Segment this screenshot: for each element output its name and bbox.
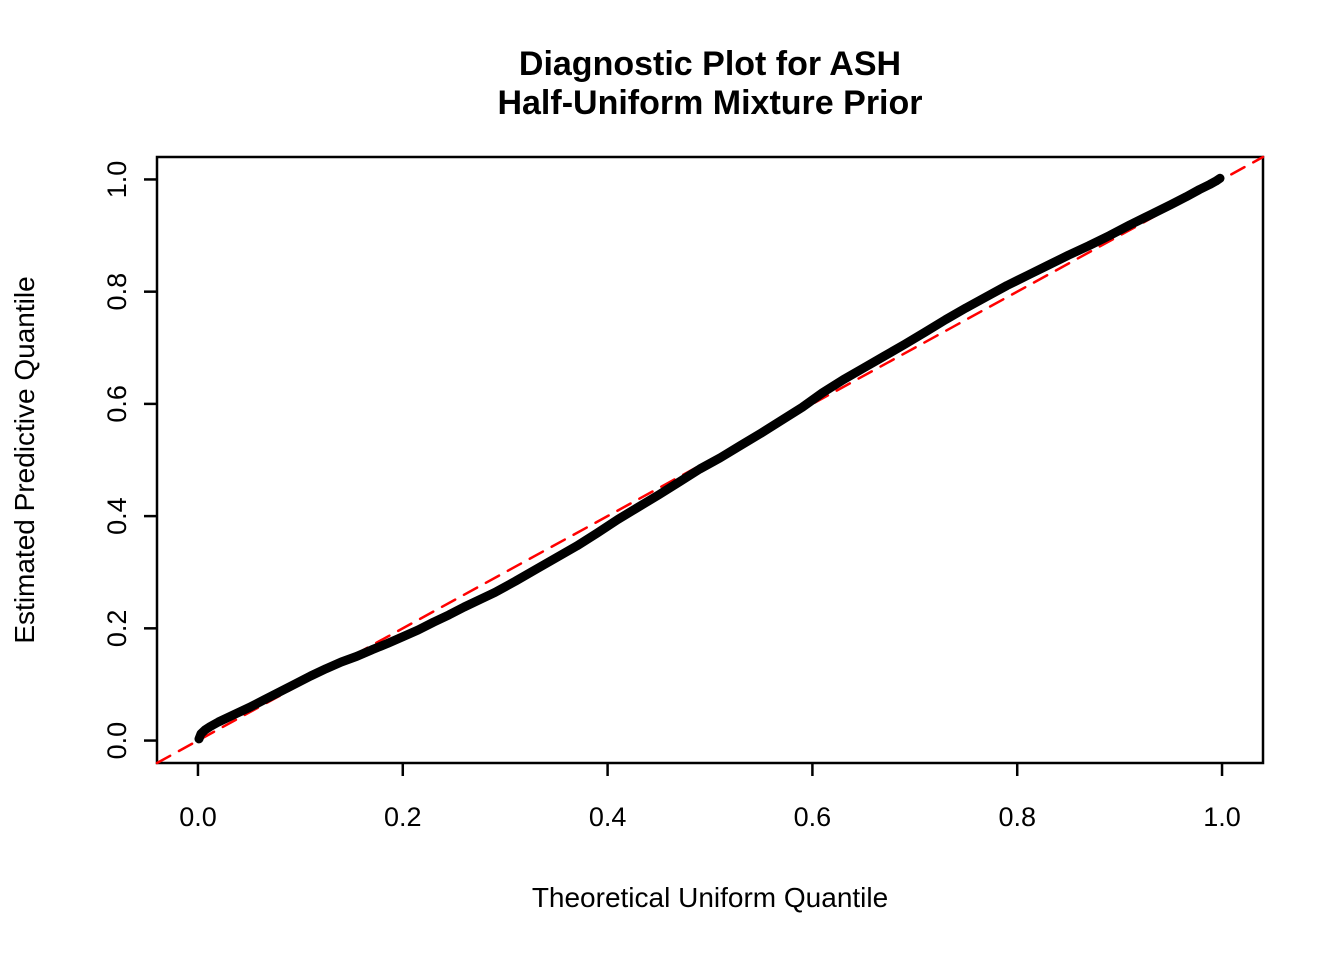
- x-axis-tick-label: 1.0: [1203, 802, 1241, 832]
- series-layer: [155, 155, 1265, 765]
- y-axis-tick-label: 0.4: [102, 497, 132, 535]
- y-axis-tick-label: 1.0: [102, 161, 132, 199]
- estimated-vs-theoretical-quantiles: [194, 173, 1225, 744]
- x-axis-label: Theoretical Uniform Quantile: [532, 882, 888, 913]
- axes-layer: [155, 155, 1265, 765]
- y-axis-tick-label: 0.6: [102, 385, 132, 423]
- x-axis-tick-label: 0.8: [998, 802, 1036, 832]
- x-axis-tick-label: 0.2: [384, 802, 422, 832]
- y-axis-label: Estimated Predictive Quantile: [9, 276, 40, 643]
- x-axis-tick-label: 0.4: [589, 802, 627, 832]
- y-axis-tick-label: 0.2: [102, 610, 132, 648]
- plot-box: [155, 155, 1265, 765]
- x-axis-tick-label: 0.6: [794, 802, 832, 832]
- tick-layer: 0.0 0.2 0.4 0.6 0.8 1.0 0.0 0.2 0.4 0.6 0.8 1.0: [102, 161, 1241, 832]
- plot-title-line-1: Diagnostic Plot for ASH: [519, 45, 901, 83]
- x-axis-tick-label: 0.0: [179, 802, 217, 832]
- y-axis-tick-label: 0.0: [102, 722, 132, 760]
- plot-title-line-2: Half-Uniform Mixture Prior: [497, 84, 922, 122]
- y-axis-tick-label: 0.8: [102, 273, 132, 311]
